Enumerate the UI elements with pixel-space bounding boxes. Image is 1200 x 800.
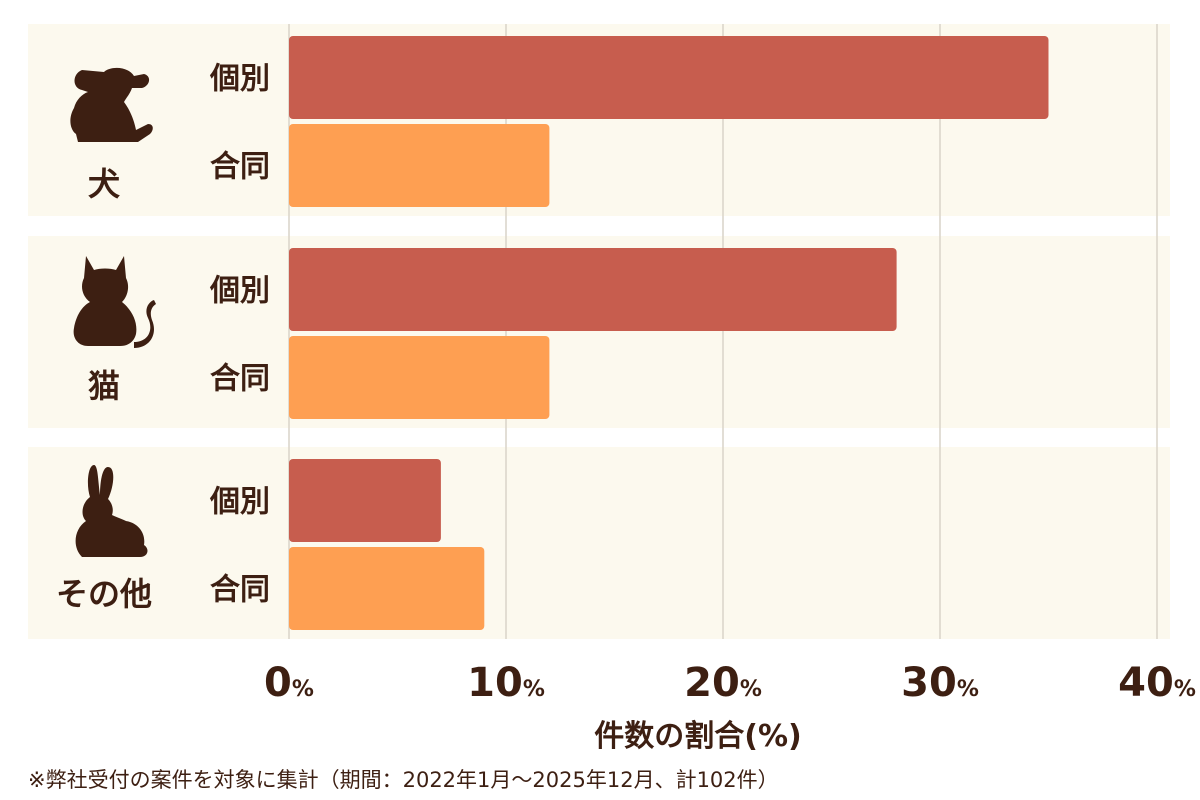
category-label: その他: [56, 575, 152, 613]
dog-icon: [70, 67, 153, 142]
bar-label: 個別: [209, 485, 270, 520]
x-tick-label: 40%: [1118, 660, 1196, 706]
category-label: 猫: [88, 367, 120, 405]
bar: [289, 124, 550, 207]
x-tick-label: 30%: [901, 660, 979, 706]
bar: [289, 459, 441, 542]
bar: [289, 36, 1049, 119]
x-tick-label: 10%: [467, 660, 545, 706]
bar-label: 合同: [210, 150, 270, 185]
category-label: 犬: [88, 165, 120, 203]
bar-label: 個別: [209, 274, 270, 309]
x-tick-label: 20%: [684, 660, 762, 706]
x-axis-title: 件数の割合(%): [594, 719, 801, 754]
bar-label: 合同: [210, 573, 270, 608]
bar: [289, 547, 485, 630]
group-panel: [28, 447, 1170, 639]
rabbit-icon: [75, 465, 148, 557]
bar-label: 個別: [209, 62, 270, 97]
cat-icon: [73, 256, 156, 348]
footnote: ※弊社受付の案件を対象に集計（期間：2022年1月〜2025年12月、計102件…: [28, 768, 779, 792]
bar: [289, 336, 550, 419]
bar-label: 合同: [210, 362, 270, 397]
bar: [289, 248, 897, 331]
x-tick-label: 0%: [264, 660, 314, 706]
